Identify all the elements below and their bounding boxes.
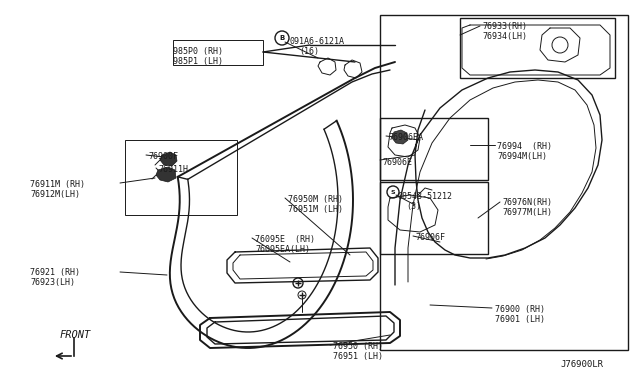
Polygon shape xyxy=(156,167,176,182)
Bar xyxy=(380,15,628,350)
Text: FRONT: FRONT xyxy=(60,330,92,340)
Text: 76921 (RH): 76921 (RH) xyxy=(30,268,80,277)
Text: 76906F: 76906F xyxy=(415,233,445,242)
Text: 76911H: 76911H xyxy=(158,165,188,174)
Text: B: B xyxy=(280,35,285,41)
Text: 76933(RH): 76933(RH) xyxy=(482,22,527,31)
Text: J76900LR: J76900LR xyxy=(560,360,603,369)
Bar xyxy=(460,18,615,78)
Text: 76951M (LH): 76951M (LH) xyxy=(288,205,343,214)
Text: 08543-51212: 08543-51212 xyxy=(398,192,453,201)
Polygon shape xyxy=(160,152,177,166)
Text: (16): (16) xyxy=(299,47,319,56)
Text: 76976N(RH): 76976N(RH) xyxy=(502,198,552,207)
Text: 76901 (LH): 76901 (LH) xyxy=(495,315,545,324)
Text: 76912M(LH): 76912M(LH) xyxy=(30,190,80,199)
Text: 76951 (LH): 76951 (LH) xyxy=(333,352,383,361)
Text: 985P1 (LH): 985P1 (LH) xyxy=(173,57,223,66)
Text: 091A6-6121A: 091A6-6121A xyxy=(289,37,344,46)
Text: 76923(LH): 76923(LH) xyxy=(30,278,75,287)
Text: 76950 (RH): 76950 (RH) xyxy=(333,342,383,351)
Text: 76095E  (RH): 76095E (RH) xyxy=(255,235,315,244)
Text: 76911M (RH): 76911M (RH) xyxy=(30,180,85,189)
Text: 76095EA(LH): 76095EA(LH) xyxy=(255,245,310,254)
Text: 76906E: 76906E xyxy=(382,158,412,167)
Text: 76900 (RH): 76900 (RH) xyxy=(495,305,545,314)
Bar xyxy=(380,182,488,254)
Text: 76906EA: 76906EA xyxy=(388,133,423,142)
Text: 76994M(LH): 76994M(LH) xyxy=(497,152,547,161)
Text: 76977M(LH): 76977M(LH) xyxy=(502,208,552,217)
Text: S: S xyxy=(390,189,396,195)
Bar xyxy=(380,118,488,180)
Text: 76994  (RH): 76994 (RH) xyxy=(497,142,552,151)
Text: 76950M (RH): 76950M (RH) xyxy=(288,195,343,204)
Text: (3): (3) xyxy=(406,202,421,211)
Text: 76900F: 76900F xyxy=(148,152,178,161)
Polygon shape xyxy=(392,130,408,144)
Bar xyxy=(125,140,237,215)
Bar xyxy=(173,40,263,65)
Text: 985P0 (RH): 985P0 (RH) xyxy=(173,47,223,56)
Text: 76934(LH): 76934(LH) xyxy=(482,32,527,41)
